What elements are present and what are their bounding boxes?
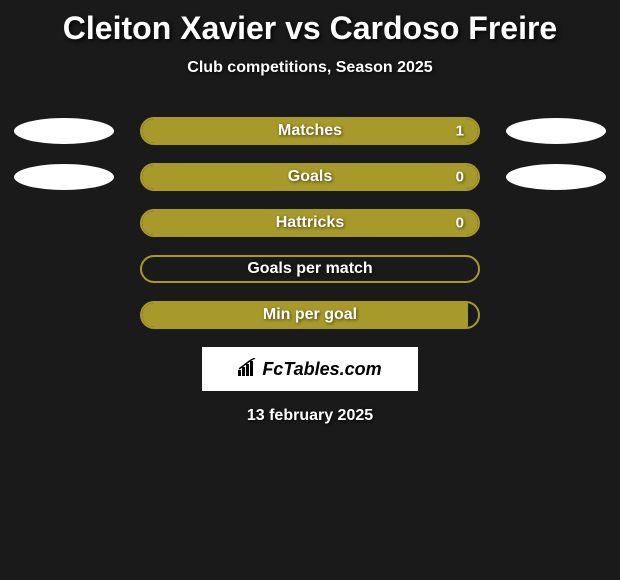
stat-value: 0 — [456, 215, 464, 232]
logo-box: FcTables.com — [202, 347, 418, 391]
stat-bar: Goals 0 — [140, 163, 480, 191]
date-label: 13 february 2025 — [0, 407, 620, 425]
spacer — [14, 256, 114, 282]
logo-label: FcTables.com — [262, 359, 381, 380]
comparison-container: Cleiton Xavier vs Cardoso Freire Club co… — [0, 0, 620, 435]
stat-bar: Matches 1 — [140, 117, 480, 145]
spacer — [14, 210, 114, 236]
page-title: Cleiton Xavier vs Cardoso Freire — [0, 10, 620, 47]
stat-bar: Hattricks 0 — [140, 209, 480, 237]
logo-text: FcTables.com — [238, 358, 381, 381]
stat-row: Min per goal — [0, 301, 620, 329]
stat-row: Goals 0 — [0, 163, 620, 191]
chart-icon — [238, 358, 258, 381]
player-right-ellipse — [506, 164, 606, 190]
spacer — [506, 256, 606, 282]
stat-row: Goals per match — [0, 255, 620, 283]
stat-row: Hattricks 0 — [0, 209, 620, 237]
spacer — [14, 302, 114, 328]
stat-row: Matches 1 — [0, 117, 620, 145]
stat-label: Hattricks — [276, 214, 344, 232]
stat-value: 0 — [456, 169, 464, 186]
spacer — [506, 302, 606, 328]
spacer — [506, 210, 606, 236]
stat-label: Goals — [288, 168, 332, 186]
stat-bar: Min per goal — [140, 301, 480, 329]
stat-label: Matches — [278, 122, 342, 140]
player-left-ellipse — [14, 118, 114, 144]
stat-value: 1 — [456, 123, 464, 140]
stat-bar: Goals per match — [140, 255, 480, 283]
subtitle: Club competitions, Season 2025 — [0, 59, 620, 77]
stat-label: Min per goal — [263, 306, 357, 324]
stats-rows: Matches 1 Goals 0 Hattricks 0 Goals per match M… — [0, 117, 620, 329]
stat-label: Goals per match — [247, 260, 372, 278]
player-left-ellipse — [14, 164, 114, 190]
player-right-ellipse — [506, 118, 606, 144]
